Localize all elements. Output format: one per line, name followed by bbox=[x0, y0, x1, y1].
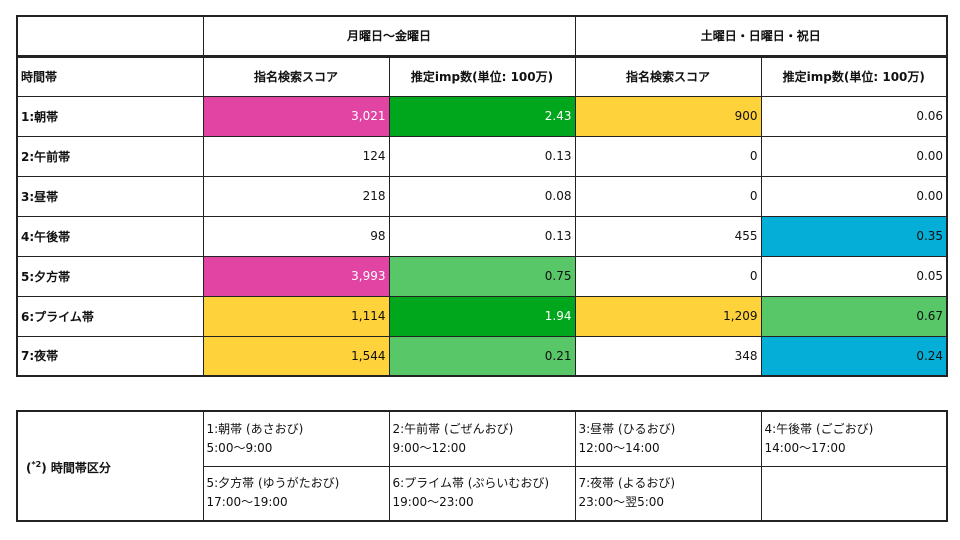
table-row: 1:朝帯 3,021 2.43 900 0.06 bbox=[16, 95, 948, 137]
cell-weekday-score: 1,544 bbox=[202, 335, 390, 377]
legend-item-name: 3:昼帯 (ひるおび) bbox=[578, 421, 676, 436]
cell-weekend-imp: 0.35 bbox=[760, 215, 948, 257]
legend-item: 7:夜帯 (よるおび) 23:00〜翌5:00 bbox=[574, 465, 762, 522]
cell-weekday-score: 98 bbox=[202, 215, 390, 257]
column-header-timeslot: 時間帯 bbox=[16, 55, 204, 97]
cell-weekday-imp: 2.43 bbox=[388, 95, 576, 137]
cell-weekday-score: 3,993 bbox=[202, 255, 390, 297]
legend-item-name: 6:プライム帯 (ぷらいむおび) bbox=[392, 476, 550, 491]
group-header-weekday: 月曜日〜金曜日 bbox=[202, 15, 576, 58]
legend-item: 1:朝帯 (あさおび) 5:00〜9:00 bbox=[202, 410, 390, 467]
cell-weekend-score: 900 bbox=[574, 95, 762, 137]
column-header-weekend-score: 指名検索スコア bbox=[574, 55, 762, 97]
cell-weekend-score: 0 bbox=[574, 175, 762, 217]
cell-weekend-score: 348 bbox=[574, 335, 762, 377]
legend-empty-cell bbox=[760, 465, 948, 522]
table-row: 3:昼帯 218 0.08 0 0.00 bbox=[16, 175, 948, 217]
column-header-weekday-score: 指名検索スコア bbox=[202, 55, 390, 97]
legend-row: 5:夕方帯 (ゆうがたおび) 17:00〜19:00 6:プライム帯 (ぷらいむお… bbox=[17, 465, 948, 522]
legend-item-name: 5:夕方帯 (ゆうがたおび) bbox=[206, 476, 340, 491]
legend-item-time: 17:00〜19:00 bbox=[206, 495, 288, 510]
legend-item-name: 2:午前帯 (ごぜんおび) bbox=[392, 421, 514, 436]
cell-weekday-imp: 0.13 bbox=[388, 135, 576, 177]
group-header-weekend: 土曜日・日曜日・祝日 bbox=[574, 15, 948, 58]
cell-weekend-imp: 0.67 bbox=[760, 295, 948, 337]
column-header-weekday-imp: 推定imp数(単位: 100万) bbox=[388, 55, 576, 97]
cell-weekend-imp: 0.24 bbox=[760, 335, 948, 377]
cell-weekend-score: 0 bbox=[574, 255, 762, 297]
cell-weekend-imp: 0.05 bbox=[760, 255, 948, 297]
legend-item: 6:プライム帯 (ぷらいむおび) 19:00〜23:00 bbox=[388, 465, 576, 522]
cell-weekend-imp: 0.00 bbox=[760, 175, 948, 217]
group-header-row: 月曜日〜金曜日 土曜日・日曜日・祝日 bbox=[16, 15, 948, 58]
timeslot-score-table: 月曜日〜金曜日 土曜日・日曜日・祝日 時間帯 指名検索スコア 推定imp数(単位… bbox=[16, 15, 949, 377]
cell-weekend-imp: 0.00 bbox=[760, 135, 948, 177]
timeslot-label: 3:昼帯 bbox=[16, 175, 204, 217]
legend-title: (*2) 時間帯区分 bbox=[16, 410, 204, 522]
column-header-row: 時間帯 指名検索スコア 推定imp数(単位: 100万) 指名検索スコア 推定i… bbox=[16, 55, 948, 97]
cell-weekday-score: 3,021 bbox=[202, 95, 390, 137]
cell-weekend-imp: 0.06 bbox=[760, 95, 948, 137]
cell-weekday-imp: 0.75 bbox=[388, 255, 576, 297]
legend-item-name: 4:午後帯 (ごごおび) bbox=[764, 421, 874, 436]
legend-title-text: ) 時間帯区分 bbox=[41, 460, 111, 475]
cell-weekday-score: 218 bbox=[202, 175, 390, 217]
legend-item: 3:昼帯 (ひるおび) 12:00〜14:00 bbox=[574, 410, 762, 467]
legend-row: (*2) 時間帯区分 1:朝帯 (あさおび) 5:00〜9:00 2:午前帯 (ご… bbox=[16, 410, 948, 522]
legend-item-time: 23:00〜翌5:00 bbox=[578, 495, 665, 510]
timeslot-label: 7:夜帯 bbox=[16, 335, 204, 377]
legend-title-prefix: ( bbox=[26, 460, 32, 475]
timeslot-label: 2:午前帯 bbox=[16, 135, 204, 177]
table-row: 7:夜帯 1,544 0.21 348 0.24 bbox=[16, 335, 948, 377]
legend-title-footnote: *2 bbox=[31, 459, 42, 469]
cell-weekday-imp: 0.08 bbox=[388, 175, 576, 217]
timeslot-label: 4:午後帯 bbox=[16, 215, 204, 257]
table-row: 2:午前帯 124 0.13 0 0.00 bbox=[16, 135, 948, 177]
legend-item-time: 12:00〜14:00 bbox=[578, 440, 660, 455]
legend-item-time: 14:00〜17:00 bbox=[764, 440, 846, 455]
cell-weekday-imp: 0.21 bbox=[388, 335, 576, 377]
legend-item-name: 1:朝帯 (あさおび) bbox=[206, 421, 304, 436]
timeslot-label: 1:朝帯 bbox=[16, 95, 204, 137]
legend-item: 5:夕方帯 (ゆうがたおび) 17:00〜19:00 bbox=[202, 465, 390, 522]
empty-corner-cell bbox=[16, 15, 204, 58]
cell-weekday-score: 1,114 bbox=[202, 295, 390, 337]
table-row: 6:プライム帯 1,114 1.94 1,209 0.67 bbox=[16, 295, 948, 337]
column-header-weekend-imp: 推定imp数(単位: 100万) bbox=[760, 55, 948, 97]
cell-weekday-imp: 1.94 bbox=[388, 295, 576, 337]
cell-weekend-score: 0 bbox=[574, 135, 762, 177]
timeslot-legend-table: (*2) 時間帯区分 1:朝帯 (あさおび) 5:00〜9:00 2:午前帯 (ご… bbox=[16, 410, 948, 522]
cell-weekday-score: 124 bbox=[202, 135, 390, 177]
timeslot-label: 5:夕方帯 bbox=[16, 255, 204, 297]
legend-item-time: 19:00〜23:00 bbox=[392, 495, 474, 510]
cell-weekend-score: 1,209 bbox=[574, 295, 762, 337]
cell-weekday-imp: 0.13 bbox=[388, 215, 576, 257]
table-row: 4:午後帯 98 0.13 455 0.35 bbox=[16, 215, 948, 257]
legend-item-time: 9:00〜12:00 bbox=[392, 440, 467, 455]
cell-weekend-score: 455 bbox=[574, 215, 762, 257]
legend-item-time: 5:00〜9:00 bbox=[206, 440, 273, 455]
timeslot-label: 6:プライム帯 bbox=[16, 295, 204, 337]
legend-item: 4:午後帯 (ごごおび) 14:00〜17:00 bbox=[760, 410, 948, 467]
table-row: 5:夕方帯 3,993 0.75 0 0.05 bbox=[16, 255, 948, 297]
legend-item: 2:午前帯 (ごぜんおび) 9:00〜12:00 bbox=[388, 410, 576, 467]
legend-item-name: 7:夜帯 (よるおび) bbox=[578, 476, 676, 491]
